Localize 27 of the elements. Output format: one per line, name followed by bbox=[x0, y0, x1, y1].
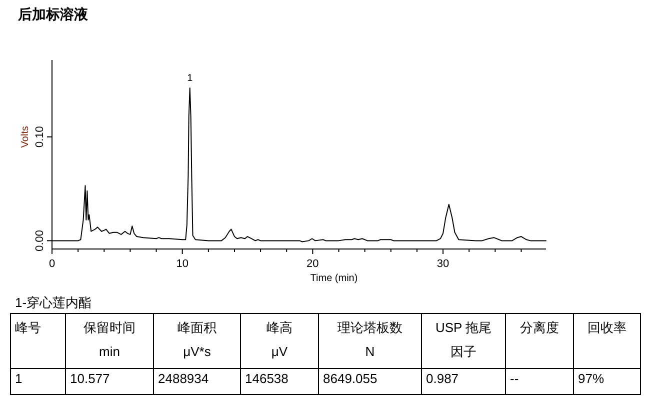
x-axis-title: Time (min) bbox=[310, 273, 358, 284]
annotation: 1 bbox=[187, 73, 194, 84]
text: 回收率 bbox=[586, 319, 628, 337]
text: 峰号 bbox=[15, 319, 42, 337]
text: 分离度 bbox=[519, 319, 560, 337]
text: 理论塔板数 N bbox=[336, 319, 404, 361]
x-tick-label: 10 bbox=[176, 258, 188, 270]
text: 1-穿心莲内酯 bbox=[15, 294, 92, 312]
y-axis-title: Volts bbox=[20, 126, 31, 148]
text: 10.577 bbox=[66, 368, 154, 394]
x-tick-label: 20 bbox=[306, 258, 319, 270]
text: 97% bbox=[574, 368, 640, 394]
text: -- bbox=[506, 368, 574, 394]
text: 峰高 μV bbox=[266, 319, 294, 361]
text: 峰面积 μV*s bbox=[176, 319, 218, 361]
text: 2488934 bbox=[154, 368, 240, 394]
text: 0.987 bbox=[422, 368, 506, 394]
y-tick-label: 0.00 bbox=[34, 230, 46, 252]
text: 8649.055 bbox=[318, 368, 422, 394]
x-tick-label: 30 bbox=[436, 258, 450, 270]
text: USP 拖尾因子 bbox=[434, 319, 493, 361]
text: 保留时间 min bbox=[82, 319, 136, 361]
text: 146538 bbox=[240, 368, 318, 394]
x-tick-label: 0 bbox=[48, 258, 56, 270]
chart-title: 后加标溶液 bbox=[17, 6, 89, 22]
text: 1 bbox=[10, 368, 66, 394]
y-tick-label: 0.10 bbox=[34, 126, 46, 148]
